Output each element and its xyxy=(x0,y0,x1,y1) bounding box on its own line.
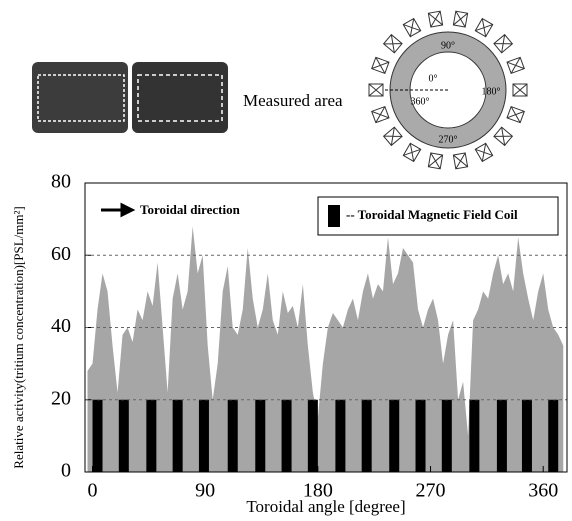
coil-cross xyxy=(453,10,468,28)
coil-icon xyxy=(474,17,494,38)
coil-icon xyxy=(371,105,390,124)
x-tick-label: 360 xyxy=(528,480,558,502)
coil-bar xyxy=(281,399,292,472)
coil-bar xyxy=(389,399,400,472)
coil-bar xyxy=(441,399,452,472)
coil-cross xyxy=(403,143,421,162)
legend-swatch xyxy=(328,205,340,227)
y-axis-label: Relative activity(tritium concentration)… xyxy=(11,206,26,468)
torus-diagram xyxy=(368,10,528,170)
x-tick-label: 180 xyxy=(303,480,333,502)
coil-bar xyxy=(521,399,532,472)
chart: 0 20 40 60 80 0 90 180 270 360 Toroidal angle [deg… xyxy=(11,171,568,516)
coil-cross xyxy=(493,34,513,53)
coil-bar xyxy=(118,399,129,472)
coil-bar xyxy=(198,399,209,472)
angle-label: 180° xyxy=(482,86,501,97)
coil-icon xyxy=(452,10,469,28)
coil-bar xyxy=(255,399,266,472)
legend-box xyxy=(317,196,559,236)
activity-area xyxy=(87,226,564,472)
sample-photo xyxy=(32,62,228,133)
coil-cross xyxy=(428,152,443,170)
coil-icon xyxy=(371,56,390,75)
coil-bar xyxy=(496,399,507,472)
coil-cross xyxy=(383,127,403,146)
y-tick-label: 20 xyxy=(51,387,71,409)
annotation: Toroidal direction xyxy=(140,202,241,217)
coil-icon xyxy=(506,105,525,124)
x-tick-label: 270 xyxy=(416,480,446,502)
coil-bar xyxy=(335,399,346,472)
coil-bar xyxy=(307,399,318,472)
coil-cross xyxy=(475,143,493,162)
coil-bar xyxy=(548,399,559,472)
coil-cross xyxy=(368,83,384,97)
coil-cross xyxy=(428,10,443,28)
x-axis-label: Toroidal angle [degree] xyxy=(246,497,405,516)
angle-label: 0° xyxy=(429,73,438,84)
coil-cross xyxy=(403,18,421,37)
coil-icon xyxy=(382,33,403,54)
coil-icon xyxy=(512,83,528,97)
coil-icon xyxy=(452,152,469,170)
coil-bar xyxy=(146,399,157,472)
coil-bar xyxy=(172,399,183,472)
x-tick-label: 90 xyxy=(195,480,215,502)
coil-icon xyxy=(382,126,403,147)
angle-label: 90° xyxy=(441,40,455,51)
coil-bar xyxy=(361,399,372,472)
direction-arrow xyxy=(101,202,136,218)
legend-label: -- Toroidal Magnetic Field Coil xyxy=(346,207,518,222)
coil-bar xyxy=(227,399,238,472)
x-tick-label: 0 xyxy=(88,480,98,502)
coil-icon xyxy=(506,56,525,75)
coil-bar xyxy=(92,399,103,472)
coil-icon xyxy=(427,10,444,28)
coil-icon xyxy=(493,33,514,54)
coil-cross xyxy=(371,106,390,123)
coil-bar xyxy=(469,399,480,472)
coil-cross xyxy=(506,106,525,123)
coil-bar xyxy=(415,399,426,472)
coil-cross xyxy=(371,57,390,74)
coil-icon xyxy=(402,17,422,38)
coil-icon xyxy=(493,126,514,147)
measured-label: Measured area xyxy=(243,91,343,110)
coil-cross xyxy=(506,57,525,74)
plot-frame xyxy=(84,182,568,473)
y-tick-label: 40 xyxy=(51,315,71,337)
coil-icon xyxy=(368,83,384,97)
angle-label: 270° xyxy=(439,134,458,145)
y-tick-label: 60 xyxy=(51,243,71,265)
angle-label: 360° xyxy=(411,96,430,107)
y-tick-label: 80 xyxy=(51,171,71,193)
coil-cross xyxy=(453,152,468,170)
coil-icon xyxy=(474,142,494,163)
coil-cross xyxy=(383,34,403,53)
coil-cross xyxy=(512,83,528,97)
coil-icon xyxy=(402,142,422,163)
coil-cross xyxy=(493,127,513,146)
coil-icon xyxy=(427,152,444,170)
coil-cross xyxy=(475,18,493,37)
y-tick-label: 0 xyxy=(61,460,71,482)
